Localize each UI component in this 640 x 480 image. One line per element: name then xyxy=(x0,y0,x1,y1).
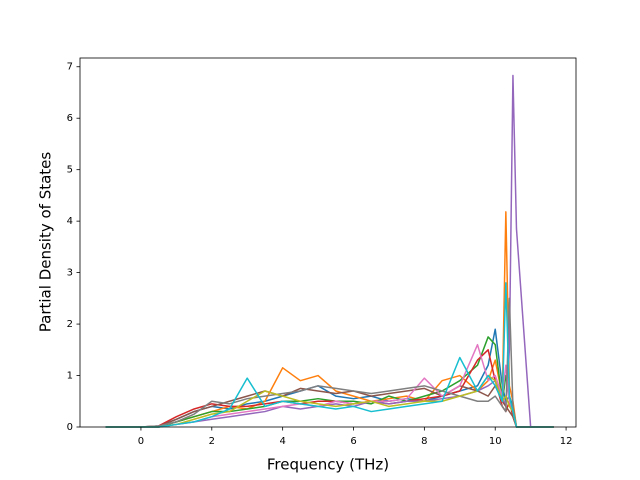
x-axis-label: Frequency (THz) xyxy=(267,456,389,474)
x-tick-label: 2 xyxy=(209,436,215,447)
y-tick-label: 0 xyxy=(67,422,73,433)
plot-frame xyxy=(79,57,577,428)
pdos-line xyxy=(105,374,554,428)
x-tick-label: 4 xyxy=(279,436,285,447)
pdos-line xyxy=(105,297,554,428)
pdos-line xyxy=(105,385,554,428)
pdos-line xyxy=(105,349,554,428)
x-tick-label: 10 xyxy=(489,436,502,447)
y-tick-label: 4 xyxy=(67,216,73,227)
y-tick-label: 1 xyxy=(67,371,73,382)
x-tick-label: 6 xyxy=(350,436,356,447)
y-tick-label: 5 xyxy=(67,165,73,176)
y-tick-label: 3 xyxy=(67,268,73,279)
x-tick-label: 0 xyxy=(138,436,144,447)
y-tick-label: 2 xyxy=(67,319,73,330)
x-tick-label: 12 xyxy=(560,436,573,447)
y-tick-label: 7 xyxy=(67,62,73,73)
y-axis-label: Partial Density of States xyxy=(37,152,55,333)
y-tick-label: 6 xyxy=(67,113,73,124)
pdos-line xyxy=(105,336,554,428)
x-tick-label: 8 xyxy=(421,436,427,447)
pdos-line xyxy=(105,282,554,428)
